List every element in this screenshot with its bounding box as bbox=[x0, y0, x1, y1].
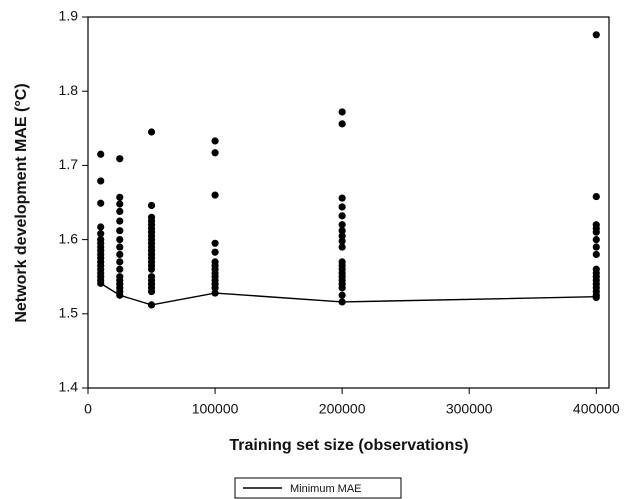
data-point bbox=[592, 250, 600, 259]
data-point bbox=[592, 228, 600, 236]
data-point bbox=[97, 177, 105, 185]
data-point bbox=[147, 201, 156, 210]
data-point bbox=[592, 192, 600, 201]
data-point bbox=[211, 284, 219, 292]
legend-box bbox=[234, 477, 402, 499]
x-tick-label: 400000 bbox=[573, 401, 620, 417]
line-series bbox=[100, 282, 597, 306]
y-tick-label: 1.5 bbox=[59, 305, 79, 321]
legend-label: Minimum MAE bbox=[290, 483, 362, 495]
data-point bbox=[338, 232, 346, 240]
data-point bbox=[116, 200, 124, 208]
data-point bbox=[97, 230, 105, 238]
data-point bbox=[116, 227, 124, 235]
data-point bbox=[592, 293, 600, 302]
data-point bbox=[116, 217, 124, 225]
data-point bbox=[97, 223, 105, 231]
data-point bbox=[592, 236, 600, 244]
data-point bbox=[116, 243, 124, 251]
data-point bbox=[338, 291, 346, 299]
data-point bbox=[338, 227, 346, 235]
data-point bbox=[592, 31, 600, 39]
x-tick-label: 0 bbox=[84, 401, 92, 417]
x-tick-label: 300000 bbox=[446, 401, 493, 417]
y-tick-label: 1.8 bbox=[59, 82, 79, 98]
data-point bbox=[592, 243, 600, 251]
data-point bbox=[97, 199, 105, 207]
data-point bbox=[211, 191, 219, 199]
plot-frame bbox=[87, 16, 610, 389]
data-point bbox=[338, 194, 346, 202]
data-point bbox=[116, 265, 124, 273]
y-tick-label: 1.7 bbox=[59, 156, 79, 172]
data-point bbox=[116, 250, 124, 259]
data-point bbox=[116, 258, 124, 266]
data-point bbox=[116, 207, 124, 216]
data-point bbox=[116, 193, 124, 201]
data-point bbox=[116, 236, 124, 244]
data-point bbox=[338, 108, 346, 116]
data-point bbox=[338, 203, 346, 211]
data-point bbox=[338, 221, 346, 229]
data-point bbox=[211, 149, 219, 157]
data-point bbox=[147, 128, 156, 136]
data-point bbox=[147, 265, 156, 273]
data-point bbox=[338, 237, 346, 245]
data-point bbox=[147, 287, 156, 296]
x-tick-label: 100000 bbox=[192, 401, 239, 417]
data-point bbox=[338, 120, 346, 128]
x-axis-title: Training set size (observations) bbox=[229, 437, 468, 454]
y-axis-title: Network development MAE (°C) bbox=[13, 83, 30, 322]
data-point bbox=[211, 137, 219, 145]
data-point bbox=[338, 212, 346, 220]
data-point bbox=[211, 239, 219, 247]
data-point bbox=[338, 243, 346, 251]
data-point bbox=[116, 155, 124, 163]
y-tick-label: 1.9 bbox=[59, 8, 79, 24]
y-tick-label: 1.6 bbox=[59, 230, 79, 246]
y-tick-label: 1.4 bbox=[59, 379, 79, 395]
x-tick-label: 200000 bbox=[319, 401, 366, 417]
data-point bbox=[97, 150, 105, 158]
data-point bbox=[338, 284, 346, 292]
data-point bbox=[211, 248, 219, 256]
